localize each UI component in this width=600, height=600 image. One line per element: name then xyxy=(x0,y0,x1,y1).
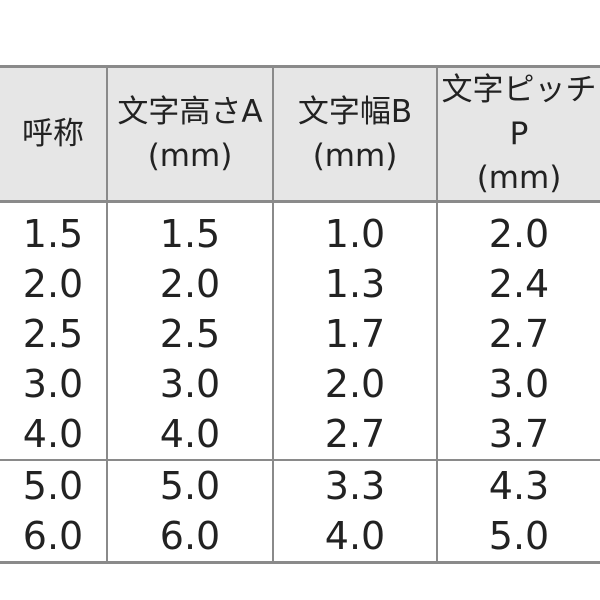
table-cell: 1.5 xyxy=(106,201,273,259)
table-cell: 1.0 xyxy=(272,201,437,259)
header-row: 呼称 文字高さA (mm) 文字幅B (mm) 文字ピッチP (mm) xyxy=(0,65,600,203)
header-unit: (mm) xyxy=(476,160,562,196)
table-cell: 2.5 xyxy=(22,312,84,356)
table-row: 3.0 3.0 2.0 3.0 xyxy=(0,359,600,409)
table-row: 1.5 1.5 1.0 2.0 xyxy=(0,201,600,259)
table-row: 4.0 4.0 2.7 3.7 xyxy=(0,409,600,460)
table-cell: 2.0 xyxy=(272,359,437,409)
table-cell: 3.0 xyxy=(436,359,600,409)
spec-table: 呼称 文字高さA (mm) 文字幅B (mm) 文字ピッチP (mm) 1.5 1.5 1.0 2… xyxy=(0,65,600,564)
table-cell: 1.5 xyxy=(22,212,84,256)
table-cell: 3.7 xyxy=(436,409,600,460)
table-cell: 1.3 xyxy=(272,259,437,309)
table-row: 6.0 6.0 4.0 5.0 xyxy=(0,511,600,564)
table-row: 2.0 2.0 1.3 2.4 xyxy=(0,259,600,309)
table-cell: 4.0 xyxy=(22,412,84,456)
table-cell: 4.0 xyxy=(106,409,273,460)
table-cell: 3.3 xyxy=(272,459,437,511)
table-cell: 3.0 xyxy=(22,362,84,406)
table-row: 5.0 5.0 3.3 4.3 xyxy=(0,459,600,511)
header-cell: 文字幅B (mm) xyxy=(272,65,437,203)
header-unit: (mm) xyxy=(312,138,398,174)
table-cell: 2.0 xyxy=(436,201,600,259)
header-title: 文字幅B xyxy=(297,94,413,130)
header-cell: 呼称 xyxy=(0,65,107,203)
table-cell: 2.5 xyxy=(106,309,273,359)
header-title: 文字高さA xyxy=(117,94,263,130)
table-cell: 4.0 xyxy=(272,511,437,564)
table-cell: 2.4 xyxy=(436,259,600,309)
table-cell: 2.0 xyxy=(106,259,273,309)
table-cell: 2.7 xyxy=(272,409,437,460)
header-cell: 文字高さA (mm) xyxy=(106,65,273,203)
table-header: 呼称 文字高さA (mm) 文字幅B (mm) 文字ピッチP (mm) xyxy=(0,65,600,203)
table-cell: 4.3 xyxy=(436,459,600,511)
table-cell: 1.7 xyxy=(272,309,437,359)
table-cell: 5.0 xyxy=(106,459,273,511)
table-row: 2.5 2.5 1.7 2.7 xyxy=(0,309,600,359)
table-cell: 6.0 xyxy=(106,511,273,564)
header-cell: 文字ピッチP (mm) xyxy=(436,65,600,203)
table-cell: 2.7 xyxy=(436,309,600,359)
table-cell: 5.0 xyxy=(0,459,107,511)
table-cell: 2.0 xyxy=(22,262,84,306)
table-cell: 3.0 xyxy=(106,359,273,409)
table-body: 1.5 1.5 1.0 2.0 2.0 2.0 1.3 2.4 2.5 2.5 1.7 2.7 3.0 3… xyxy=(0,201,600,564)
header-unit: (mm) xyxy=(147,138,233,174)
table-cell: 5.0 xyxy=(436,511,600,564)
header-title: 呼称 xyxy=(22,116,84,152)
header-title: 文字ピッチP xyxy=(441,72,597,152)
table-cell: 6.0 xyxy=(0,511,107,564)
